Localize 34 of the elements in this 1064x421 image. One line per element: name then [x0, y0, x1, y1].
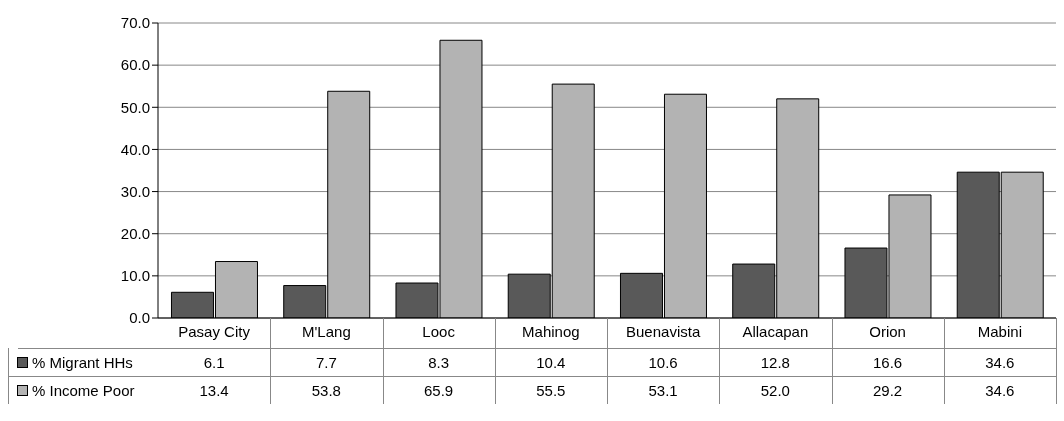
legend-label: % Income Poor: [32, 382, 135, 399]
data-label: 6.1: [158, 348, 271, 376]
y-tick-label: 60.0: [120, 56, 150, 74]
y-tick-label: 20.0: [120, 225, 150, 243]
data-label: 8.3: [382, 348, 495, 376]
data-label: 29.2: [831, 376, 944, 404]
x-tick-label: Pasay City: [178, 322, 251, 340]
y-tick-label: 10.0: [120, 267, 150, 285]
data-label: 52.0: [719, 376, 832, 404]
data-label: 7.7: [270, 348, 383, 376]
data-label: 10.6: [607, 348, 720, 376]
data-label: 34.6: [943, 348, 1056, 376]
data-label: 12.8: [719, 348, 832, 376]
y-tick-label: 50.0: [120, 98, 150, 116]
data-label: 16.6: [831, 348, 944, 376]
y-tick-label: 0.0: [129, 309, 150, 327]
data-label: 10.4: [494, 348, 607, 376]
y-tick-label: 70.0: [120, 14, 150, 32]
data-label: 65.9: [382, 376, 495, 404]
x-tick-label: Orion: [869, 322, 906, 340]
y-tick-label: 30.0: [120, 182, 150, 200]
data-label: 34.6: [943, 376, 1056, 404]
legend-label: % Migrant HHs: [32, 353, 133, 371]
data-label: 53.1: [607, 376, 720, 404]
x-tick-label: Buenavista: [626, 322, 701, 340]
y-tick-label: 40.0: [120, 140, 150, 158]
data-label: 55.5: [494, 376, 607, 404]
x-tick-label: Mabini: [977, 322, 1022, 340]
x-tick-label: Mahinog: [522, 322, 580, 340]
data-label: 53.8: [270, 376, 383, 404]
data-label: 13.4: [158, 376, 271, 404]
x-tick-label: Looc: [422, 322, 456, 340]
x-tick-label: M'Lang: [302, 322, 351, 340]
x-tick-label: Allacapan: [742, 322, 809, 340]
